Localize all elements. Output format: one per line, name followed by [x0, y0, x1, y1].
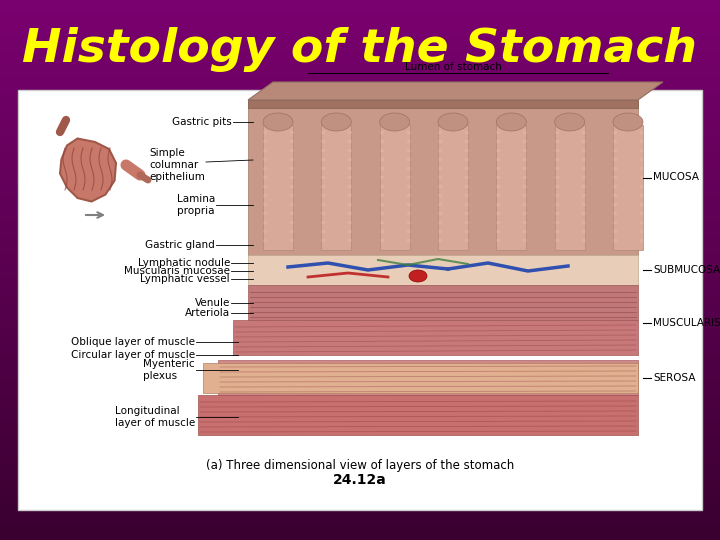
- Bar: [248, 255, 638, 285]
- Bar: [438, 125, 468, 250]
- Text: Gastric gland: Gastric gland: [145, 240, 215, 250]
- Ellipse shape: [321, 113, 351, 131]
- Ellipse shape: [263, 113, 293, 131]
- Text: SEROSA: SEROSA: [653, 373, 696, 383]
- Ellipse shape: [554, 113, 585, 131]
- Bar: [18, 90, 702, 510]
- Ellipse shape: [379, 113, 410, 131]
- Bar: [248, 100, 638, 255]
- Text: Arteriola: Arteriola: [185, 308, 230, 318]
- Bar: [263, 125, 293, 250]
- Bar: [233, 320, 638, 355]
- Text: Longitudinal
layer of muscle: Longitudinal layer of muscle: [114, 406, 195, 428]
- Text: Lymphatic vessel: Lymphatic vessel: [140, 274, 230, 284]
- Text: Simple
columnar
epithelium: Simple columnar epithelium: [149, 148, 205, 181]
- Text: (a) Three dimensional view of layers of the stomach: (a) Three dimensional view of layers of …: [206, 458, 514, 471]
- Text: Myenteric
plexus: Myenteric plexus: [143, 359, 195, 381]
- Text: 24.12a: 24.12a: [333, 473, 387, 487]
- Ellipse shape: [613, 113, 643, 131]
- Bar: [203, 363, 638, 393]
- Polygon shape: [60, 138, 116, 201]
- Bar: [218, 360, 638, 395]
- Bar: [248, 100, 638, 108]
- Bar: [613, 125, 643, 250]
- Ellipse shape: [496, 113, 526, 131]
- Bar: [496, 125, 526, 250]
- Text: MUCOSA: MUCOSA: [653, 172, 699, 183]
- Bar: [379, 125, 410, 250]
- Text: Histology of the Stomach: Histology of the Stomach: [22, 28, 698, 72]
- Text: SUBMUCOSA: SUBMUCOSA: [653, 265, 720, 275]
- Bar: [554, 125, 585, 250]
- Text: Lumen of stomach: Lumen of stomach: [405, 62, 501, 72]
- Text: Lymphatic nodule: Lymphatic nodule: [138, 258, 230, 268]
- Text: Venule: Venule: [194, 298, 230, 308]
- Bar: [198, 395, 638, 435]
- Bar: [248, 285, 638, 320]
- Text: MUSCULARIS: MUSCULARIS: [653, 318, 720, 327]
- Text: Muscularis mucosae: Muscularis mucosae: [124, 266, 230, 276]
- Bar: [321, 125, 351, 250]
- Text: Lamina
propria: Lamina propria: [176, 194, 215, 216]
- Ellipse shape: [409, 270, 427, 282]
- Polygon shape: [248, 82, 663, 100]
- Text: Oblique layer of muscle: Oblique layer of muscle: [71, 337, 195, 347]
- Ellipse shape: [438, 113, 468, 131]
- Text: Gastric pits: Gastric pits: [172, 117, 232, 127]
- Text: Circular layer of muscle: Circular layer of muscle: [71, 350, 195, 360]
